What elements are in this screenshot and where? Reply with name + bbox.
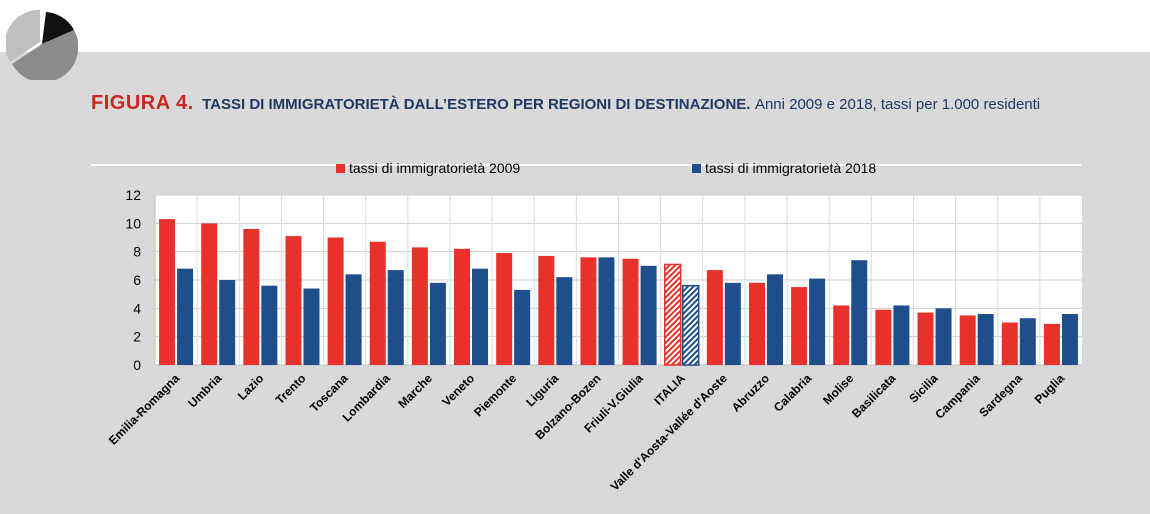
bar-2018 — [893, 305, 910, 365]
x-tick-label: Basilicata — [849, 371, 899, 421]
x-tick-label: Calabria — [771, 371, 815, 415]
bar-2009 — [748, 282, 765, 365]
bar-2009 — [833, 305, 850, 365]
bar-2009 — [1043, 323, 1060, 365]
bar-2018 — [851, 260, 868, 365]
bar-2018 — [429, 282, 446, 365]
legend-label: tassi di immigratorietà 2009 — [349, 160, 520, 176]
title-divider — [91, 164, 1081, 166]
bar-2018 — [681, 284, 700, 366]
y-tick-label: 8 — [133, 244, 141, 260]
bar-2018 — [809, 278, 826, 365]
bar-2009 — [369, 241, 386, 365]
bar-2009 — [791, 287, 808, 365]
bar-2018 — [303, 288, 320, 365]
y-tick-label: 12 — [125, 187, 141, 203]
x-tick-label: Sardegna — [976, 371, 1025, 420]
bar-2009 — [917, 312, 934, 365]
figure-label: FIGURA 4. — [91, 92, 194, 114]
bar-2009 — [663, 263, 682, 366]
figure-subtitle: Anni 2009 e 2018, tassi per 1.000 reside… — [754, 96, 1041, 113]
y-tick-label: 4 — [133, 300, 141, 316]
legend-label: tassi di immigratorietà 2018 — [705, 160, 876, 176]
x-tick-label: Sicilia — [906, 371, 941, 406]
y-tick-label: 2 — [133, 329, 141, 345]
bar-2009 — [580, 257, 597, 365]
bar-2009 — [706, 270, 723, 365]
x-tick-label: Marche — [395, 371, 435, 411]
x-tick-label: Veneto — [439, 371, 477, 409]
bar-2018 — [177, 268, 194, 365]
pie-logo-icon — [6, 9, 78, 80]
bar-2009 — [496, 253, 513, 365]
bar-2018 — [935, 308, 952, 365]
x-tick-label: Piemonte — [471, 371, 519, 419]
bar-2018 — [219, 280, 236, 365]
x-tick-label: Lazio — [235, 371, 267, 403]
figure-title: TASSI DI IMMIGRATORIETÀ DALL’ESTERO PER … — [202, 96, 751, 113]
bar-2009 — [454, 248, 471, 365]
x-tick-label: Trento — [273, 371, 309, 407]
bar-2018 — [345, 274, 362, 365]
bar-2009 — [243, 229, 260, 365]
bar-2018 — [1019, 318, 1036, 365]
bar-2009 — [327, 237, 344, 365]
bar-2018 — [977, 314, 994, 365]
y-tick-label: 6 — [133, 272, 141, 288]
x-tick-label: Molise — [820, 371, 857, 408]
x-tick-label: Emilia-Romagna — [106, 371, 183, 448]
legend-swatch — [336, 164, 345, 173]
y-tick-label: 10 — [125, 215, 141, 231]
x-tick-label: ITALIA — [651, 371, 688, 408]
y-tick-label: 0 — [133, 357, 141, 373]
bar-2009 — [159, 219, 176, 365]
bar-2018 — [261, 285, 278, 365]
bar-2009 — [959, 315, 976, 365]
bar-2009 — [201, 223, 218, 365]
bar-2009 — [411, 247, 428, 365]
x-tick-label: Umbria — [185, 371, 224, 410]
figure-title-block: FIGURA 4. TASSI DI IMMIGRATORIETÀ DALL’E… — [91, 93, 1101, 115]
bar-2018 — [556, 277, 573, 365]
bar-2009 — [1001, 322, 1018, 365]
bar-2018 — [766, 274, 783, 365]
x-tick-label: Puglia — [1032, 371, 1068, 407]
legend-swatch — [692, 164, 701, 173]
x-tick-label: Toscana — [307, 371, 351, 415]
x-tick-label: Abruzzo — [729, 371, 772, 414]
bar-2018 — [1061, 314, 1078, 365]
bar-2009 — [875, 309, 892, 365]
bar-2009 — [538, 255, 555, 365]
bar-2018 — [514, 289, 531, 365]
bar-2018 — [472, 268, 489, 365]
x-tick-label: Campania — [932, 371, 983, 422]
bar-2009 — [622, 258, 639, 365]
bar-2018 — [387, 270, 404, 365]
bar-2018 — [640, 265, 657, 365]
bar-2009 — [285, 236, 302, 365]
bar-2018 — [598, 257, 615, 365]
x-tick-label: Liguria — [523, 371, 561, 409]
bar-2018 — [724, 282, 741, 365]
